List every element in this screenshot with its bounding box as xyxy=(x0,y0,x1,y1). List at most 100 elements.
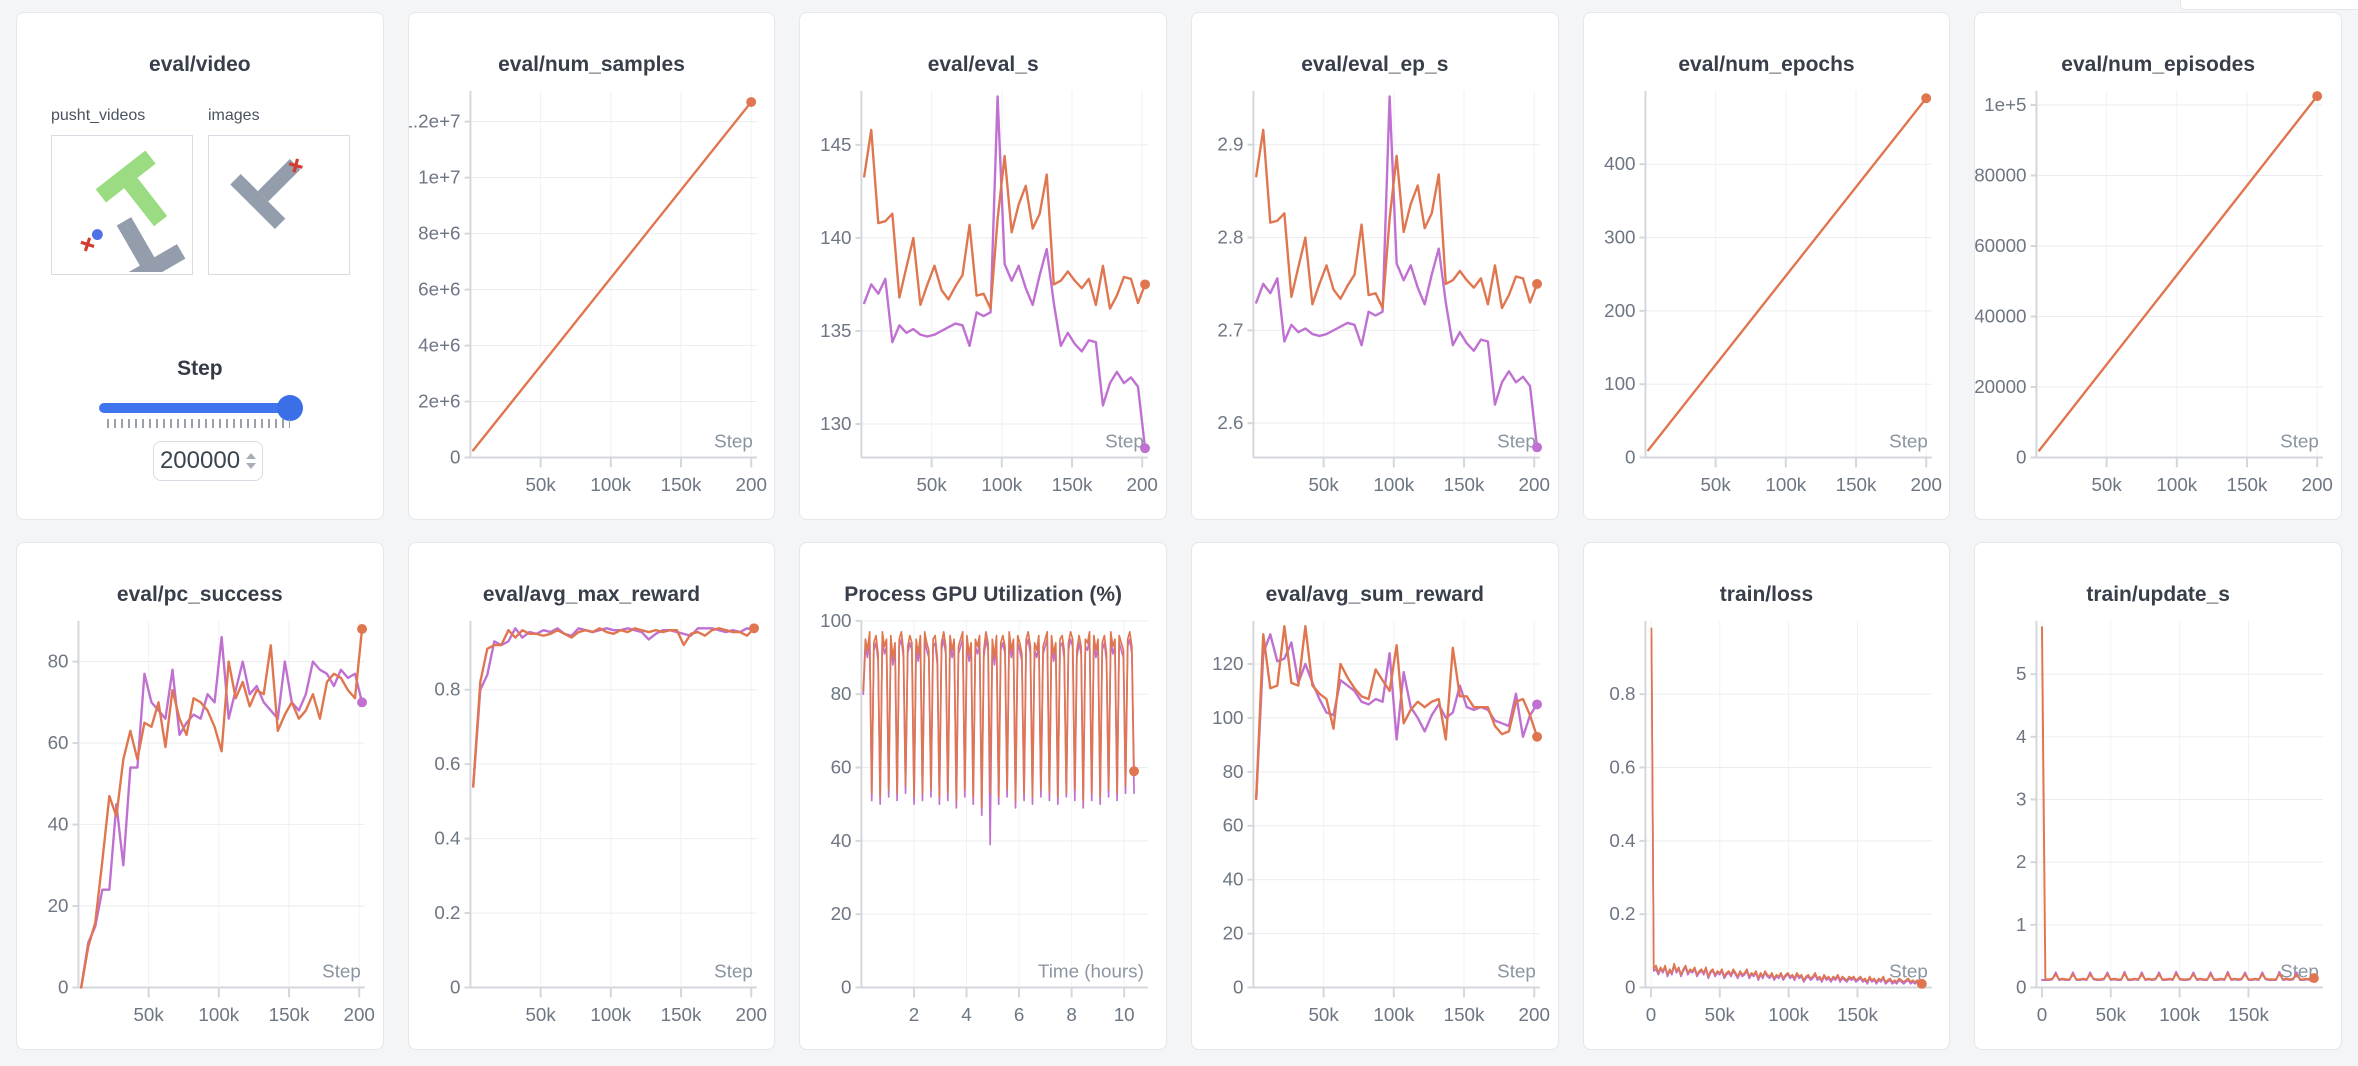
chart-canvas[interactable]: 0 20 40 60 80 50k 100k 150k 200 Step xyxy=(17,606,383,1044)
media-caption-pusht-videos: pusht_videos xyxy=(51,107,146,124)
svg-text:200: 200 xyxy=(1604,300,1635,321)
svg-text:80: 80 xyxy=(48,651,69,672)
svg-text:50k: 50k xyxy=(525,1004,556,1025)
svg-text:Step: Step xyxy=(1105,431,1144,452)
svg-text:40000: 40000 xyxy=(1975,305,2027,326)
svg-text:40: 40 xyxy=(831,830,852,851)
chart-canvas[interactable]: 2.6 2.7 2.8 2.9 50k 100k 150k 200 Step xyxy=(1192,76,1558,514)
svg-text:Step: Step xyxy=(1889,961,1928,982)
chevron-up-icon[interactable] xyxy=(246,453,257,459)
svg-text:150k: 150k xyxy=(2227,474,2268,495)
svg-text:50k: 50k xyxy=(1308,1004,1339,1025)
chart-canvas[interactable]: 0 2e+6 4e+6 6e+6 8e+6 1e+7 1.2e+7 50k 100k 150k 20… xyxy=(409,76,775,514)
svg-text:10: 10 xyxy=(1114,1004,1135,1025)
stepper-icons[interactable] xyxy=(246,453,257,469)
svg-text:100k: 100k xyxy=(2160,1004,2201,1025)
chart-canvas[interactable]: 130 135 140 145 50k 100k 150k 200 Step xyxy=(800,76,1166,514)
svg-text:0: 0 xyxy=(1645,1004,1655,1025)
svg-text:150k: 150k xyxy=(2228,1004,2269,1025)
svg-text:80: 80 xyxy=(831,683,852,704)
svg-text:100k: 100k xyxy=(2157,474,2198,495)
svg-text:100k: 100k xyxy=(1765,474,1806,495)
media-thumbnail-images[interactable] xyxy=(208,135,350,275)
svg-text:2.6: 2.6 xyxy=(1217,412,1243,433)
svg-text:50k: 50k xyxy=(525,474,556,495)
panel-eval-avg-sum-reward: eval/avg_sum_reward 0 20 40 60 80 100 120 50k 10… xyxy=(1190,542,1559,1050)
media-thumbnail-pusht-videos[interactable] xyxy=(51,135,193,294)
svg-text:6: 6 xyxy=(1014,1004,1024,1025)
svg-text:150k: 150k xyxy=(1052,474,1093,495)
chart-canvas[interactable]: 0 20 40 60 80 100 2 4 6 8 10 Time (hours) xyxy=(800,606,1166,1044)
chart-title: eval/num_epochs xyxy=(1678,53,1855,76)
svg-text:5: 5 xyxy=(2016,663,2026,684)
panel-eval-eval-s: eval/eval_s 130 135 140 145 50k 100k 150k 200 St… xyxy=(799,12,1167,520)
svg-text:100k: 100k xyxy=(1768,1004,1809,1025)
svg-text:0: 0 xyxy=(450,446,460,467)
chevron-down-icon[interactable] xyxy=(246,463,257,469)
gray-t-block xyxy=(230,159,301,230)
svg-text:4: 4 xyxy=(2016,726,2026,747)
svg-text:135: 135 xyxy=(820,320,851,341)
svg-text:80: 80 xyxy=(1223,761,1244,782)
svg-text:0.8: 0.8 xyxy=(1609,683,1635,704)
panel-process-gpu-utilization: Process GPU Utilization (%) 0 20 40 60 80 100… xyxy=(799,542,1167,1050)
svg-text:0: 0 xyxy=(2037,1004,2047,1025)
svg-text:50k: 50k xyxy=(917,474,948,495)
chart-title: eval/num_samples xyxy=(498,53,685,76)
svg-text:2e+6: 2e+6 xyxy=(418,390,460,411)
svg-text:Time (hours): Time (hours) xyxy=(1038,961,1144,982)
svg-text:100: 100 xyxy=(820,610,851,631)
step-slider-handle[interactable] xyxy=(277,395,303,421)
chart-title: eval/pc_success xyxy=(116,583,283,606)
svg-text:20000: 20000 xyxy=(1975,376,2027,397)
chart-canvas[interactable]: 0 1 2 3 4 5 0 50k 100k 150k Step xyxy=(1975,606,2341,1044)
svg-text:150k: 150k xyxy=(1837,1004,1878,1025)
chart-canvas[interactable]: 0 0.2 0.4 0.6 0.8 50k 100k 150k 200 Step xyxy=(409,606,775,1044)
svg-text:150k: 150k xyxy=(660,1004,701,1025)
svg-text:150k: 150k xyxy=(1835,474,1876,495)
svg-text:0: 0 xyxy=(2016,976,2026,997)
svg-text:2: 2 xyxy=(2016,851,2026,872)
chart-canvas[interactable]: 0 100 200 300 400 50k 100k 150k 200 Step xyxy=(1584,76,1950,514)
svg-text:40: 40 xyxy=(1223,869,1244,890)
svg-text:200: 200 xyxy=(2302,474,2333,495)
svg-text:Step: Step xyxy=(1889,431,1928,452)
step-value: 200000 xyxy=(159,447,241,474)
svg-text:8e+6: 8e+6 xyxy=(418,223,460,244)
step-value-input[interactable]: 200000 xyxy=(153,441,263,481)
svg-text:0.6: 0.6 xyxy=(1609,756,1635,777)
panel-train-update-s: train/update_s 0 1 2 3 4 5 0 50k 100k 150k Step xyxy=(1974,542,2342,1050)
chart-canvas[interactable]: 0 20000 40000 60000 80000 1e+5 50k 100k 150k 200 S… xyxy=(1975,76,2341,514)
svg-text:4: 4 xyxy=(962,1004,972,1025)
svg-text:60: 60 xyxy=(48,732,69,753)
svg-text:0.4: 0.4 xyxy=(434,828,460,849)
goal-cross-icon xyxy=(80,237,95,252)
step-slider-track[interactable] xyxy=(99,395,303,421)
svg-text:3: 3 xyxy=(2016,788,2026,809)
step-slider-tickmarks xyxy=(107,419,290,428)
svg-text:0.8: 0.8 xyxy=(434,679,460,700)
panel-eval-num-samples: eval/num_samples 0 2e+6 4e+6 6e+6 8e+6 1e+7 1.… xyxy=(407,12,776,520)
pusht-video-frame xyxy=(80,150,186,294)
svg-text:150k: 150k xyxy=(660,474,701,495)
chart-title: eval/eval_ep_s xyxy=(1301,53,1449,76)
chart-canvas[interactable]: 0 20 40 60 80 100 120 50k 100k 150k 200 Step xyxy=(1192,606,1558,1044)
svg-text:60000: 60000 xyxy=(1975,235,2027,256)
svg-text:150k: 150k xyxy=(269,1004,310,1025)
svg-text:8: 8 xyxy=(1067,1004,1077,1025)
chart-canvas[interactable]: 0 0.2 0.4 0.6 0.8 0 50k 100k 150k Step xyxy=(1584,606,1950,1044)
svg-text:4e+6: 4e+6 xyxy=(418,335,460,356)
svg-text:130: 130 xyxy=(820,413,851,434)
svg-text:80000: 80000 xyxy=(1975,164,2027,185)
svg-text:200: 200 xyxy=(344,1004,375,1025)
svg-text:Step: Step xyxy=(1497,961,1536,982)
svg-text:50k: 50k xyxy=(2092,474,2123,495)
chart-title: eval/avg_sum_reward xyxy=(1265,583,1484,606)
svg-text:100k: 100k xyxy=(590,474,631,495)
svg-text:Step: Step xyxy=(714,431,753,452)
svg-text:Step: Step xyxy=(2280,431,2319,452)
panel-eval-num-epochs: eval/num_epochs 0 100 200 300 400 50k 100k 150k… xyxy=(1582,12,1951,520)
svg-text:200: 200 xyxy=(1519,474,1550,495)
media-panel-title: eval/video xyxy=(149,53,251,76)
